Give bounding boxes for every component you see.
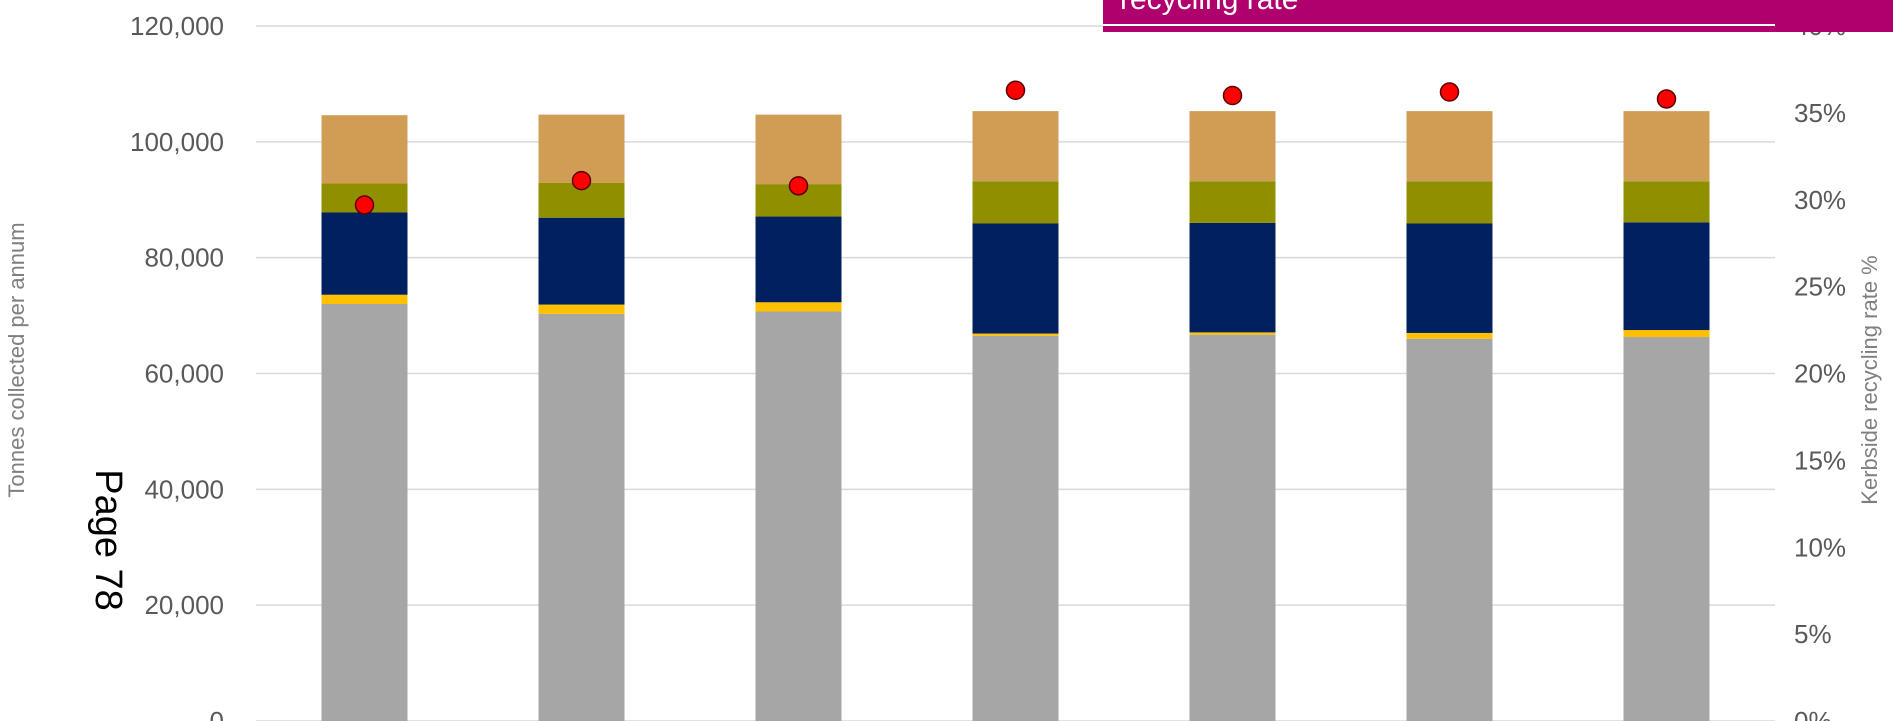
y-tick-label: 20,000: [144, 590, 224, 620]
y-tick-label: 80,000: [144, 243, 224, 273]
bar-segment: [1189, 222, 1276, 333]
y-axis-title: Tonnes collected per annum: [4, 222, 29, 497]
y-tick-label: 120,000: [130, 11, 224, 41]
bar-segment: [538, 217, 625, 305]
bar-segment: [755, 216, 842, 303]
y2-tick-label: 0%: [1794, 706, 1832, 721]
y2-tick-label: 20%: [1794, 359, 1846, 389]
rate-point: [1222, 85, 1243, 106]
bar-segment: [972, 181, 1059, 224]
rate-point: [1005, 80, 1026, 101]
y-axis-ticks: 0 20,000 40,000 60,000 80,000 100,000 120,000: [130, 11, 224, 721]
bar-segment: [755, 302, 842, 312]
rate-point: [354, 195, 375, 215]
bar-segment: [755, 114, 842, 185]
bar-segment: [1623, 337, 1710, 721]
rate-point: [1656, 89, 1677, 109]
y2-axis-title: Kerbside recycling rate %: [1857, 255, 1882, 504]
bar-segment: [1623, 181, 1710, 223]
rate-point: [1439, 82, 1460, 102]
bar-segment: [321, 115, 408, 184]
y2-tick-label: 15%: [1794, 445, 1846, 475]
bar-segment: [1406, 223, 1493, 333]
legend-banner-background: [1103, 0, 1893, 32]
recycling-rate-points: [354, 80, 1677, 215]
bar-segment: [1189, 181, 1276, 223]
bar-segment: [1189, 334, 1276, 721]
y-tick-label: 40,000: [144, 474, 224, 504]
y2-tick-label: 25%: [1794, 272, 1846, 302]
y2-axis-ticks: 0%5%10%15%20%25%30%35%40%: [1794, 11, 1846, 721]
bar-segment: [538, 304, 625, 314]
bar-segment: [972, 333, 1059, 336]
bar-segment: [321, 304, 408, 721]
y2-tick-label: 5%: [1794, 619, 1832, 649]
rate-point: [571, 170, 592, 191]
rate-point: [788, 176, 809, 196]
y2-tick-label: 30%: [1794, 185, 1846, 215]
bar-segment: [538, 313, 625, 721]
bar-segment: [1406, 181, 1493, 224]
bar-segment: [972, 223, 1059, 334]
y2-tick-label: 10%: [1794, 532, 1846, 562]
page-label: Page 78: [87, 469, 129, 611]
bars: [321, 111, 1710, 721]
bar-segment: [321, 294, 408, 304]
y-tick-label: 100,000: [130, 127, 224, 157]
bar-segment: [1406, 332, 1493, 339]
bar-segment: [972, 111, 1059, 182]
bar-segment: [1189, 111, 1276, 182]
y-tick-label: 0: [210, 706, 224, 721]
bar-segment: [1623, 330, 1710, 338]
bar-segment: [1189, 332, 1276, 335]
bar-segment: [755, 311, 842, 721]
legend-banner: recycling rate: [1103, 0, 1893, 32]
bar-segment: [1406, 111, 1493, 182]
bar-segment: [321, 212, 408, 295]
bar-segment: [1623, 222, 1710, 331]
bar-segment: [1623, 111, 1710, 182]
legend-banner-text: recycling rate: [1120, 0, 1298, 16]
bar-segment: [1406, 338, 1493, 721]
bar-segment: [972, 335, 1059, 721]
y2-tick-label: 35%: [1794, 98, 1846, 128]
y-tick-label: 60,000: [144, 359, 224, 389]
